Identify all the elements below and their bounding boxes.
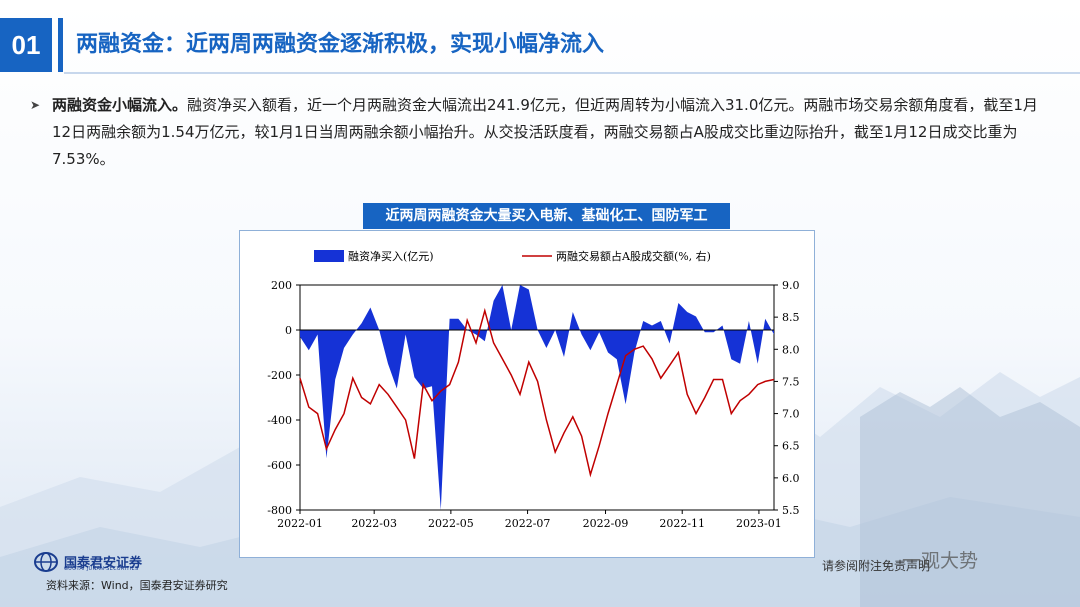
net-buy-area-series (300, 285, 774, 510)
source-note: 资料来源：Wind，国泰君安证券研究 (46, 579, 228, 592)
y-right-tick-label: 8.5 (782, 311, 800, 324)
y-right-tick-label: 8.0 (782, 343, 800, 356)
legend-swatch-net-buy (314, 250, 344, 262)
summary-paragraph: ➤ 两融资金小幅流入。融资净买入额看，近一个月两融资金大幅流出241.9亿元，但… (30, 92, 1055, 173)
y-right-tick-label: 5.5 (782, 504, 800, 517)
y-left-tick-label: -200 (267, 369, 292, 382)
x-tick-label: 2022-11 (659, 517, 705, 530)
chart-svg: 200 0 -200 -400 -600 -800 9.0 8.5 8.0 7.5 7.0 6.5 6.… (267, 249, 800, 530)
y-right-tick-label: 7.0 (782, 408, 800, 421)
chart-title: 近两周两融资金大量买入电新、基础化工、国防军工 (363, 203, 730, 229)
plot-frame (299, 284, 775, 511)
watermark-text: 一观大势 (902, 550, 979, 572)
x-tick-label: 2022-01 (277, 517, 323, 530)
bullet-arrow-icon: ➤ (30, 98, 41, 112)
y-right-tick-label: 6.0 (782, 472, 800, 485)
paragraph-body: 融资净买入额看，近一个月两融资金大幅流出241.9亿元，但近两周转为小幅流入31… (52, 96, 1038, 168)
header-divider (64, 72, 1080, 74)
header-accent-bar (58, 18, 63, 72)
y-left-tick-label: -800 (267, 504, 292, 517)
slide-header: 01 两融资金：近两周两融资金逐渐积极，实现小幅净流入 (0, 18, 1080, 72)
chart-container: 200 0 -200 -400 -600 -800 9.0 8.5 8.0 7.5 7.0 6.5 6.… (239, 230, 815, 558)
y-left-tick-label: 0 (285, 324, 292, 337)
slide-title: 两融资金：近两周两融资金逐渐积极，实现小幅净流入 (76, 32, 605, 57)
y-left-tick-label: -400 (267, 414, 292, 427)
logo-text-cn: 国泰君安证券 (64, 556, 143, 571)
x-tick-label: 2022-09 (583, 517, 629, 530)
disclaimer-text: 请参阅附注免责声明 (822, 559, 931, 573)
y-right-tick-label: 6.5 (782, 440, 800, 453)
legend-label-trade-share: 两融交易额占A股成交额(%, 右) (556, 249, 711, 263)
x-tick-label: 2022-07 (505, 517, 551, 530)
logo-text-en: GUOTAI JUNAN SECURITIES (64, 566, 139, 572)
x-tick-label: 2023-01 (736, 517, 782, 530)
section-number: 01 (0, 18, 52, 72)
logo-emblem-icon (34, 552, 58, 572)
paragraph-lead: 两融资金小幅流入。 (52, 96, 188, 114)
y-left-tick-label: 200 (271, 279, 292, 292)
trade-share-line-series (299, 307, 775, 478)
x-tick-label: 2022-03 (351, 517, 397, 530)
legend-label-net-buy: 融资净买入(亿元) (348, 249, 434, 263)
y-left-tick-label: -600 (267, 459, 292, 472)
y-right-tick-label: 7.5 (782, 375, 800, 388)
x-tick-label: 2022-05 (428, 517, 474, 530)
y-right-tick-label: 9.0 (782, 279, 800, 292)
company-logo: 国泰君安证券 GUOTAI JUNAN SECURITIES (34, 552, 174, 574)
